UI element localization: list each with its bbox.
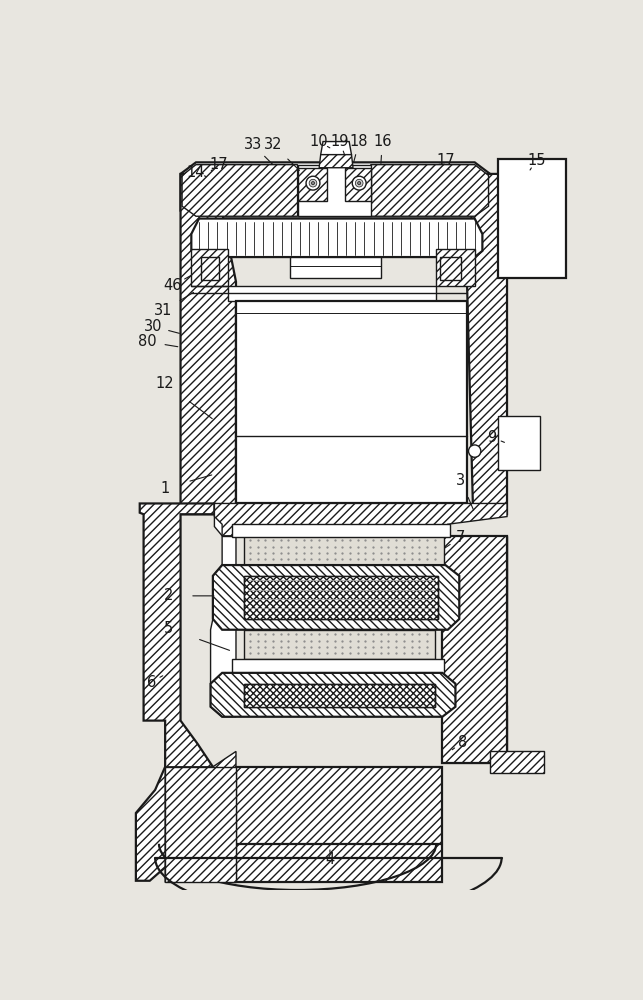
- Polygon shape: [192, 249, 228, 286]
- Polygon shape: [345, 168, 371, 201]
- Polygon shape: [371, 165, 489, 216]
- Bar: [228, 286, 436, 301]
- Circle shape: [358, 182, 361, 185]
- Polygon shape: [321, 142, 352, 155]
- Polygon shape: [182, 165, 298, 216]
- Text: 8: 8: [458, 735, 467, 750]
- Text: 33: 33: [244, 137, 262, 152]
- Polygon shape: [181, 174, 236, 514]
- Text: 7: 7: [456, 530, 466, 545]
- Polygon shape: [214, 503, 507, 536]
- Circle shape: [309, 179, 317, 187]
- Text: 31: 31: [154, 303, 172, 318]
- Text: 14: 14: [186, 165, 205, 180]
- Polygon shape: [490, 751, 544, 773]
- Polygon shape: [244, 576, 438, 619]
- Polygon shape: [442, 536, 507, 763]
- Polygon shape: [467, 174, 507, 514]
- Bar: [244, 630, 435, 659]
- Circle shape: [352, 176, 366, 190]
- Bar: [236, 301, 467, 503]
- Circle shape: [311, 182, 314, 185]
- Bar: [244, 536, 444, 565]
- Text: 80: 80: [138, 334, 157, 349]
- Text: 10: 10: [310, 134, 329, 149]
- Text: 3: 3: [457, 473, 466, 488]
- Polygon shape: [201, 257, 219, 280]
- Polygon shape: [210, 673, 455, 717]
- Polygon shape: [213, 565, 459, 630]
- Bar: [232, 524, 450, 537]
- Text: 18: 18: [350, 134, 368, 149]
- Circle shape: [469, 445, 481, 457]
- Polygon shape: [165, 767, 236, 882]
- Polygon shape: [210, 514, 236, 717]
- Bar: [298, 165, 371, 216]
- Text: 5: 5: [163, 621, 173, 636]
- Text: 17: 17: [210, 157, 228, 172]
- Text: 12: 12: [156, 376, 174, 391]
- Text: 32: 32: [264, 137, 282, 152]
- Text: 17: 17: [436, 153, 455, 168]
- Text: 15: 15: [527, 153, 545, 168]
- Bar: [498, 158, 566, 278]
- Polygon shape: [181, 162, 490, 219]
- Bar: [244, 684, 435, 707]
- Polygon shape: [440, 257, 461, 280]
- Text: 46: 46: [163, 278, 182, 293]
- Polygon shape: [192, 219, 482, 257]
- Polygon shape: [244, 684, 435, 707]
- Text: 2: 2: [163, 588, 173, 603]
- Polygon shape: [298, 168, 327, 201]
- Text: 6: 6: [147, 675, 156, 690]
- Circle shape: [306, 176, 320, 190]
- Text: 4: 4: [325, 852, 334, 867]
- Text: 30: 30: [143, 319, 162, 334]
- Polygon shape: [444, 536, 507, 673]
- Text: 9: 9: [487, 430, 496, 445]
- Bar: [232, 659, 444, 673]
- Polygon shape: [436, 249, 475, 286]
- Text: 1: 1: [161, 481, 170, 496]
- Polygon shape: [319, 155, 353, 168]
- Polygon shape: [236, 767, 442, 882]
- Circle shape: [356, 179, 363, 187]
- Bar: [244, 576, 438, 619]
- Polygon shape: [165, 751, 236, 882]
- Bar: [498, 416, 540, 470]
- Text: 19: 19: [331, 134, 349, 149]
- Bar: [290, 257, 381, 278]
- Polygon shape: [442, 707, 507, 763]
- Polygon shape: [136, 503, 214, 881]
- Text: 16: 16: [373, 134, 392, 149]
